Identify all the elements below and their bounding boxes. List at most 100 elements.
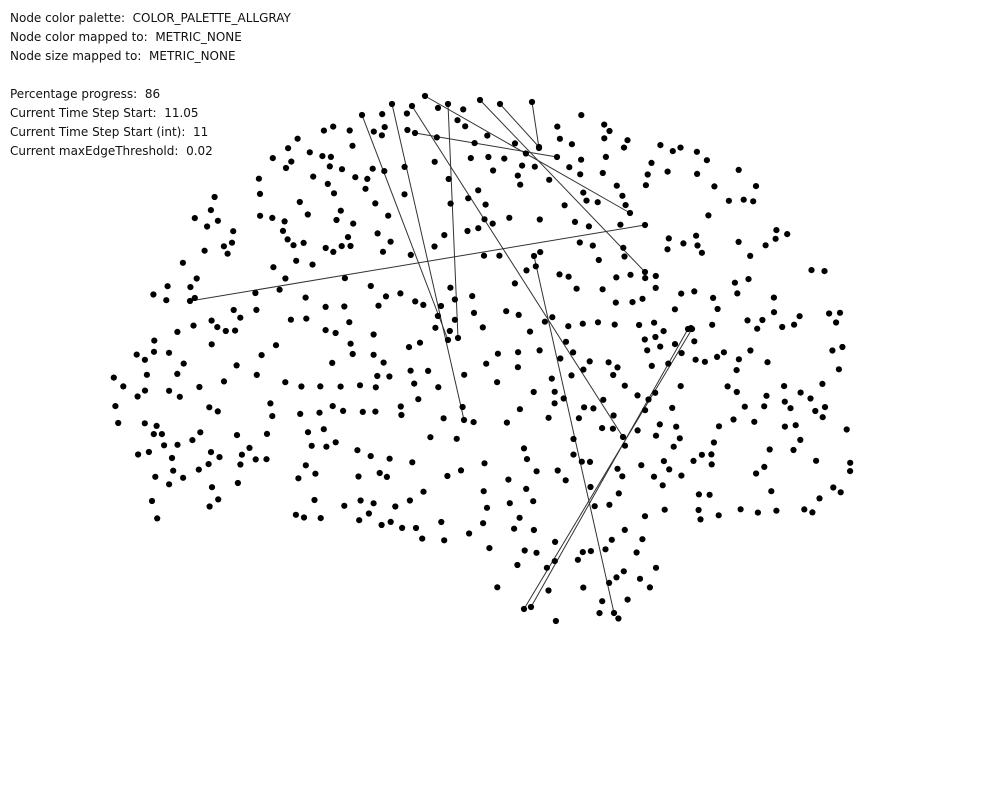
graph-node [191,294,198,302]
size-mapped-label: Node size mapped to: [10,49,142,63]
graph-node [365,510,372,517]
size-mapped-row: Node size mapped to: METRIC_NONE [10,47,291,66]
graph-node [233,432,241,439]
graph-node [561,202,568,209]
graph-node [613,574,620,581]
graph-node [656,421,663,428]
graph-node [528,98,536,106]
graph-node [773,227,780,234]
graph-node [304,429,312,436]
graph-node [503,419,510,426]
graph-node [527,603,535,611]
graph-node [230,306,237,314]
graph-node [208,341,215,348]
graph-node [644,171,651,178]
threshold-row: Current maxEdgeThreshold: 0.02 [10,142,291,161]
graph-node [332,329,339,337]
graph-node [355,473,362,480]
graph-node [622,202,629,209]
graph-node [591,503,598,510]
graph-node [710,294,717,301]
time-start-int-value: 11 [193,125,209,139]
graph-node [298,383,305,390]
graph-node [514,172,521,179]
graph-node [830,484,837,491]
graph-node [164,283,171,290]
graph-node [709,321,716,328]
graph-node [642,275,649,282]
graph-node [374,372,381,380]
threshold-label: Current maxEdgeThreshold: [10,144,179,158]
graph-node [359,408,366,415]
graph-node [272,342,280,349]
graph-node [715,512,722,519]
graph-node [602,546,609,553]
graph-node [669,404,676,411]
graph-node [387,518,394,526]
graph-node [578,458,585,465]
graph-node [406,497,413,504]
graph-node [634,427,641,434]
time-start-value: 11.05 [164,106,199,120]
graph-node [333,216,340,224]
graph-node [847,468,854,475]
graph-node [471,140,478,147]
graph-node [362,185,369,192]
graph-node [205,461,212,468]
graph-node [530,388,537,396]
graph-node [433,134,440,141]
graph-node [617,221,624,228]
graph-node [574,556,582,563]
graph-node [639,295,646,302]
graph-node [444,100,452,108]
graph-node [847,459,854,466]
graph-node [614,465,621,472]
graph-node [397,290,404,297]
graph-node [750,198,757,205]
graph-node [826,310,833,317]
graph-node [253,306,260,313]
graph-node [143,371,150,378]
graph-node [678,290,685,297]
graph-node [447,284,454,291]
graph-node [352,174,359,181]
graph-node [505,476,512,483]
graph-node [578,112,585,119]
graph-node [347,242,354,250]
graph-edge [391,103,465,421]
graph-node [714,305,721,313]
graph-node [230,228,237,235]
graph-node [619,433,627,441]
graph-node [237,314,244,321]
graph-node [479,324,486,331]
graph-node [613,274,620,281]
graph-node [481,460,488,467]
graph-node [134,393,141,400]
graph-node [475,187,482,194]
graph-node [411,129,419,137]
graph-node [297,410,304,417]
graph-node [796,313,803,320]
graph-node [659,482,666,489]
graph-node [735,356,743,363]
graph-node [379,248,387,255]
graph-node [843,426,850,433]
time-start-int-row: Current Time Step Start (int): 11 [10,123,291,142]
graph-node [179,259,186,266]
graph-node [693,232,700,239]
graph-node [349,142,356,149]
graph-node [356,517,363,524]
palette-value: COLOR_PALETTE_ALLGRAY [132,11,291,25]
graph-node [506,214,513,221]
graph-node [533,549,540,556]
graph-node [338,243,345,250]
graph-node [601,121,608,128]
graph-node [835,366,843,373]
graph-node [673,423,680,430]
graph-node [405,344,413,351]
graph-node [575,415,583,422]
graph-node [332,439,339,446]
graph-node [566,164,573,171]
graph-node [453,435,460,442]
graph-node [401,191,408,198]
